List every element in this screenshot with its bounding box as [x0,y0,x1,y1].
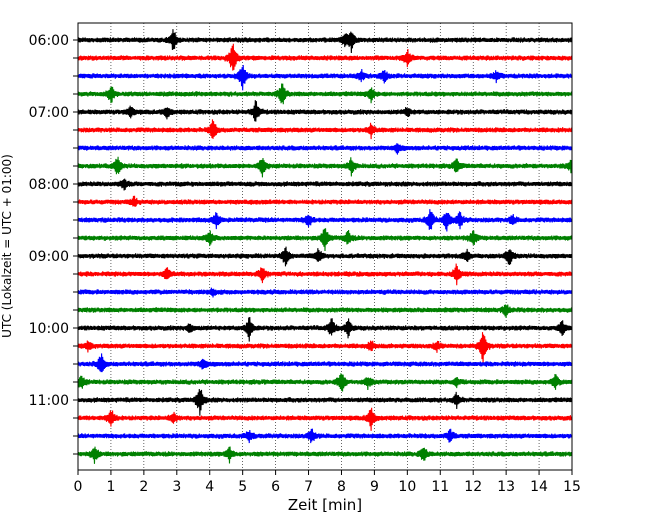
trace-10:30 [77,353,573,373]
trace-09:00 [77,246,573,267]
x-tick-label: 2 [139,479,148,495]
x-tick-label: 11 [431,479,449,495]
trace-10:15 [77,332,573,365]
x-tick-label: 15 [563,479,581,495]
x-axis-label: Zeit [min] [288,496,362,514]
trace-10:45 [77,373,573,392]
trace-06:30 [77,65,573,91]
trace-09:30 [77,287,573,298]
x-tick-label: 10 [398,479,416,495]
trace-07:45 [77,156,573,178]
plot-frame [77,22,573,471]
y-tick-label: 09:00 [29,249,69,265]
x-tick-label: 8 [337,479,346,495]
y-tick-label: 11:00 [29,393,69,409]
x-tick-label: 7 [304,479,313,495]
trace-08:30 [77,209,573,232]
trace-06:15 [77,43,573,71]
y-axis-ticks: 06:00 07:00 08:00 09:00 10:00 11:00 [29,33,78,455]
x-tick-label: 13 [497,479,515,495]
trace-07:15 [77,119,573,140]
trace-07:30 [77,143,573,155]
trace-09:45 [77,304,573,318]
y-axis-label: UTC (Lokalzeit = UTC + 01:00) [0,154,14,338]
trace-07:00 [77,100,573,122]
trace-11:30 [77,428,573,444]
trace-09:15 [77,263,573,286]
trace-06:00 [77,29,573,54]
x-tick-label: 12 [464,479,482,495]
trace-08:45 [77,228,573,252]
trace-08:15 [77,195,573,207]
x-tick-label: 1 [106,479,115,495]
seismogram-traces [77,29,573,464]
x-axis-ticks: 0 1 2 3 4 5 6 7 8 9 10 11 12 13 14 15 [74,470,581,495]
y-tick-label: 06:00 [29,33,69,49]
trace-11:15 [77,407,573,431]
x-tick-label: 9 [370,479,379,495]
y-tick-label: 08:00 [29,177,69,193]
trace-08:00 [77,178,573,191]
x-tick-label: 0 [74,479,83,495]
x-tick-label: 3 [172,479,181,495]
y-tick-label: 10:00 [29,321,69,337]
trace-11:00 [77,389,573,416]
x-tick-label: 14 [530,479,548,495]
y-tick-label: 07:00 [29,105,69,121]
x-tick-label: 4 [205,479,214,495]
x-tick-label: 6 [271,479,280,495]
x-tick-label: 5 [238,479,247,495]
trace-06:45 [77,83,573,105]
trace-10:00 [77,317,573,342]
vertical-grid [110,23,540,470]
trace-11:45 [77,446,573,464]
